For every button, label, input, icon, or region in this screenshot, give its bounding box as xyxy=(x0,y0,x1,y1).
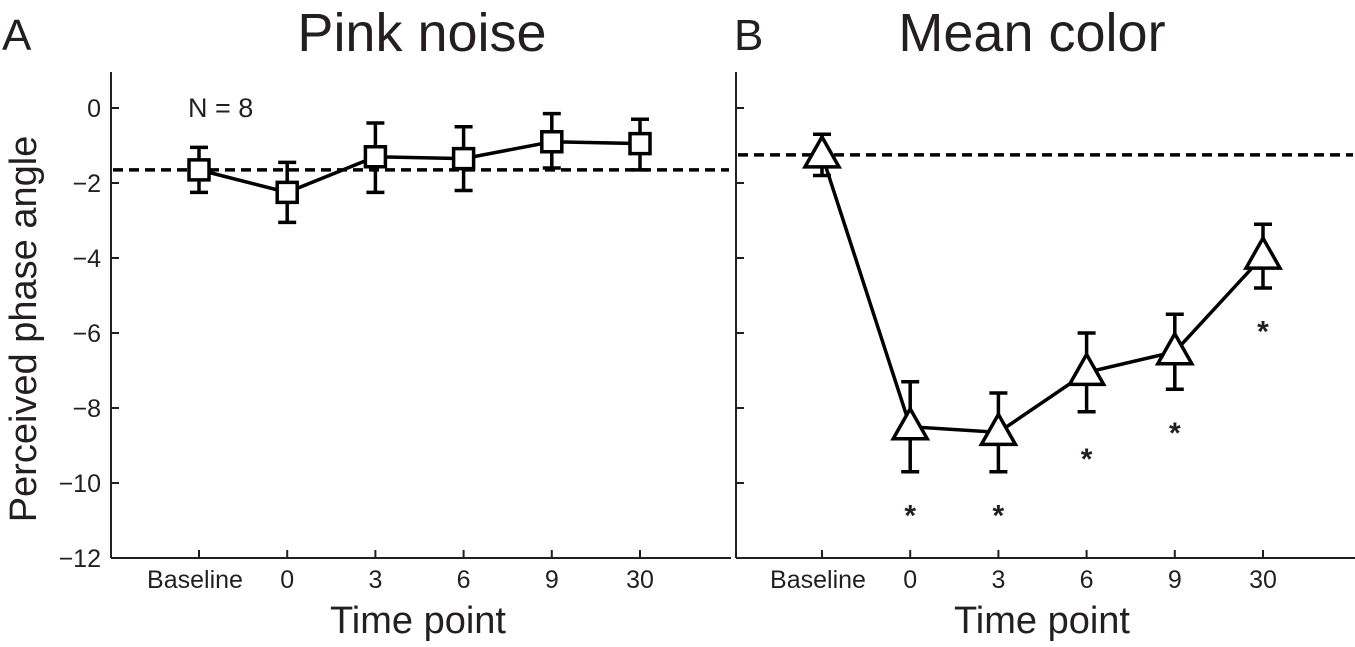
sample-size-annotation: N = 8 xyxy=(188,93,253,123)
x-tick-label: 3 xyxy=(368,566,382,594)
x-tick-label: Baseline xyxy=(147,566,243,594)
x-tick-label: 30 xyxy=(1249,566,1277,594)
x-tick-label: 9 xyxy=(1168,566,1182,594)
x-tick-label: 6 xyxy=(457,566,471,594)
panel-title-mean-color: Mean color xyxy=(898,3,1165,63)
panel-letter-b: B xyxy=(734,11,763,60)
panel-mean-color: B Mean color Time point Baseline 0 3 6 9 30 * *… xyxy=(734,3,1355,642)
significance-marker: * xyxy=(1257,316,1269,349)
data-point-square xyxy=(187,158,211,182)
panel-pink-noise: A Pink noise Perceived phase angle Time … xyxy=(2,3,731,642)
data-point-triangle xyxy=(1154,330,1195,366)
x-axis-label-pink-noise: Time point xyxy=(330,600,506,642)
data-point-square xyxy=(540,130,564,154)
y-tick-label: −8 xyxy=(72,395,101,423)
data-point-square xyxy=(451,146,476,171)
y-tick-label: −4 xyxy=(72,245,101,273)
data-point-square xyxy=(363,145,388,169)
series-line-mean-color xyxy=(820,154,1265,435)
x-tick-label: Baseline xyxy=(770,566,866,594)
panel-title-pink-noise: Pink noise xyxy=(297,3,546,63)
x-tick-label: 0 xyxy=(280,566,294,594)
x-tick-label: 0 xyxy=(903,566,917,594)
y-tick-label: −2 xyxy=(72,170,101,198)
x-axis-label-mean-color: Time point xyxy=(954,600,1130,642)
data-point-triangle xyxy=(1066,350,1107,387)
significance-marker: * xyxy=(1081,443,1093,476)
data-point-triangle xyxy=(1242,234,1284,270)
data-point-triangle xyxy=(890,405,931,441)
data-point-square xyxy=(275,180,299,205)
significance-marker: * xyxy=(1169,417,1181,450)
y-tick-label: 0 xyxy=(87,95,101,123)
data-point-triangle xyxy=(801,133,843,169)
x-tick-label: 9 xyxy=(545,566,559,594)
y-tick-label: −12 xyxy=(59,545,101,573)
y-tick-label: −6 xyxy=(72,320,101,348)
x-tick-label: 6 xyxy=(1080,566,1094,594)
data-point-triangle xyxy=(978,410,1019,447)
panel-letter-a: A xyxy=(2,11,32,60)
x-tick-label: 30 xyxy=(626,566,654,594)
y-tick-label: −10 xyxy=(59,470,101,498)
significance-marker: * xyxy=(904,499,916,532)
data-point-square xyxy=(628,131,652,156)
x-tick-label: 3 xyxy=(991,566,1005,594)
y-axis-label: Perceived phase angle xyxy=(3,136,45,523)
series-line-pink-noise xyxy=(198,139,641,195)
significance-marker: * xyxy=(993,499,1005,532)
